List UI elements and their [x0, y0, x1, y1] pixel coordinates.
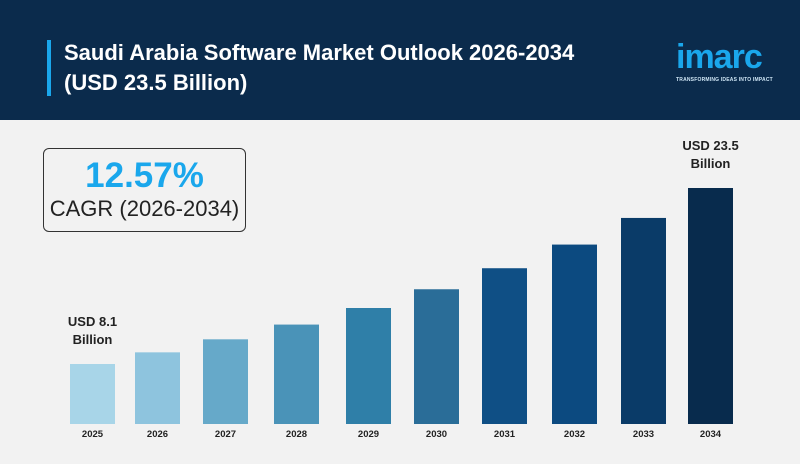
accent-bar: [47, 40, 51, 96]
cagr-label: CAGR (2026-2034): [49, 196, 240, 221]
x-tick-label: 2028: [286, 429, 307, 440]
cagr-box: 12.57% CAGR (2026-2034): [43, 148, 246, 232]
bar-2025: [70, 364, 115, 424]
x-tick-label: 2025: [82, 429, 104, 440]
bar-2027: [203, 339, 248, 424]
data-label: USD 23.5: [682, 138, 738, 153]
x-tick-label: 2030: [426, 429, 447, 440]
title-line-1: Saudi Arabia Software Market Outlook 202…: [64, 40, 575, 65]
bar-2026: [135, 352, 180, 424]
page-title: Saudi Arabia Software Market Outlook 202…: [64, 38, 574, 98]
bar-2030: [414, 289, 459, 424]
imarc-logo: imarc: [676, 38, 763, 76]
x-tick-label: 2034: [700, 429, 722, 440]
header: Saudi Arabia Software Market Outlook 202…: [0, 0, 800, 120]
x-tick-label: 2031: [494, 429, 516, 440]
logo-tagline: TRANSFORMING IDEAS INTO IMPACT: [676, 77, 773, 83]
x-tick-label: 2027: [215, 429, 236, 440]
x-tick-label: 2026: [147, 429, 168, 440]
data-label-unit: Billion: [73, 332, 113, 347]
data-label: USD 8.1: [68, 314, 117, 329]
x-tick-label: 2029: [358, 429, 379, 440]
title-line-2: (USD 23.5 Billion): [64, 70, 248, 95]
bar-2032: [552, 244, 597, 424]
data-label-unit: Billion: [691, 156, 731, 171]
bar-2031: [482, 268, 527, 424]
bar-2034: [688, 188, 733, 424]
bar-2029: [346, 308, 391, 424]
x-tick-label: 2032: [564, 429, 585, 440]
bar-2033: [621, 217, 666, 424]
bar-2028: [274, 324, 319, 424]
x-tick-label: 2033: [633, 429, 654, 440]
cagr-value: 12.57%: [85, 156, 204, 195]
